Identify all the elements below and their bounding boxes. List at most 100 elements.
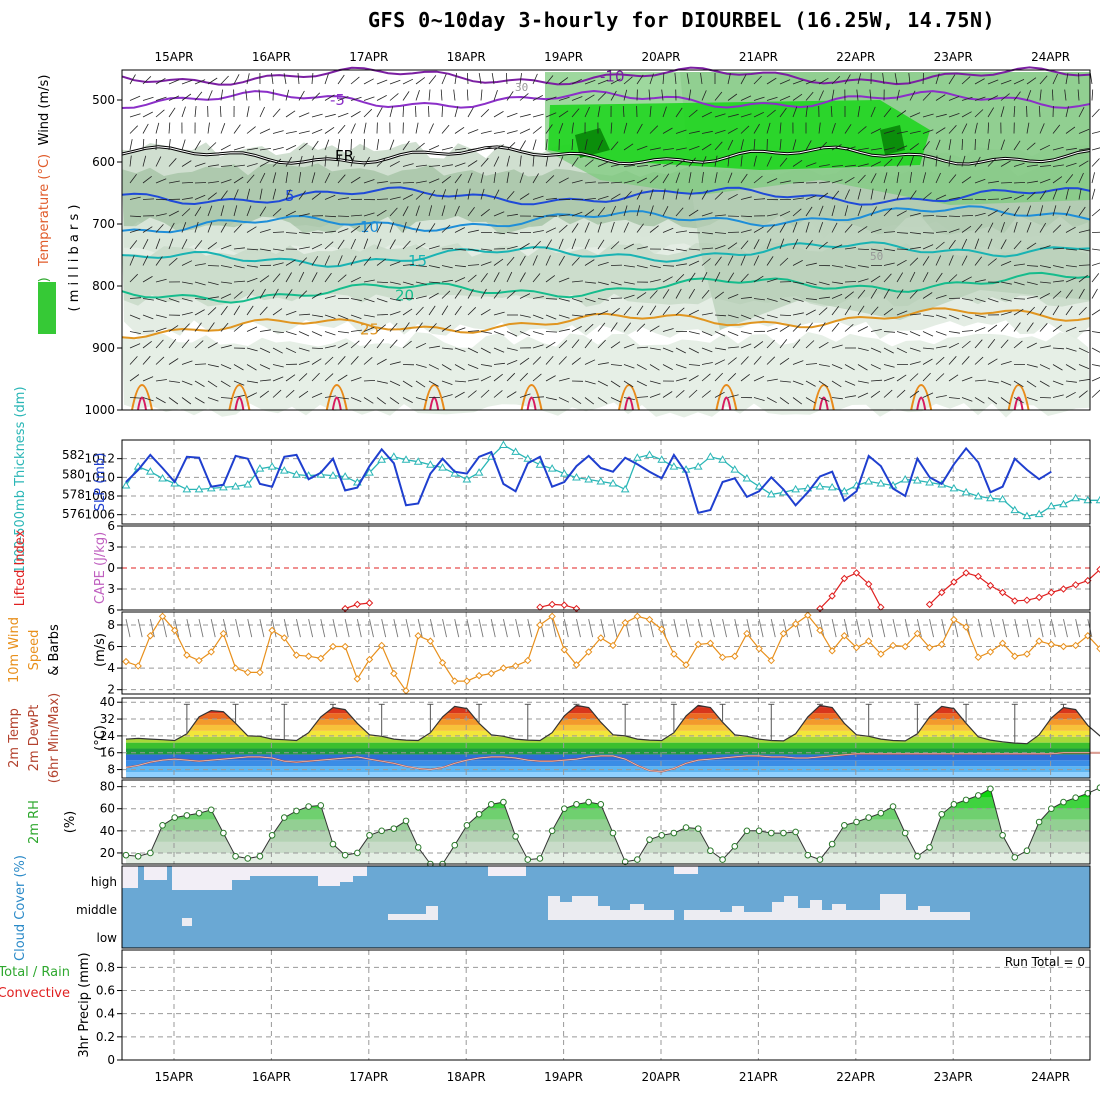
wind-barb [740,215,753,218]
data-point [973,491,983,500]
wind-barb [506,232,518,235]
wind-barb [220,244,232,250]
wind-barb [922,92,931,101]
wind-barb [1026,619,1032,638]
wind-barb [675,389,685,398]
wind-barb [766,122,771,134]
wind-barb [857,248,870,250]
wind-barb [454,173,462,184]
series-line [539,603,577,610]
wind-barb [428,145,440,151]
isotherm [121,146,1091,165]
wind-barb [740,113,752,118]
wind-barb [259,619,265,638]
data-point [219,629,228,638]
wind-barb [389,361,401,365]
data-point [986,648,995,656]
wind-barb [883,231,896,233]
wind-barb [1091,262,1100,266]
wind-barb [844,265,856,269]
wind-barb [181,139,186,151]
wind-barb [454,73,457,85]
wind-barb [883,288,890,299]
wind-barb [948,174,957,184]
wind-barb [233,176,244,184]
data-point [950,578,958,586]
wind-barb [766,397,777,404]
wind-barb [181,160,192,167]
wind-barb [376,298,388,303]
wind-barb [194,397,205,404]
wind-barb [491,73,495,85]
wind-barb [363,326,375,332]
wind-barb [766,224,775,233]
wind-barb [571,211,583,217]
wind-barb [648,89,651,101]
wind-barb [220,293,232,299]
wind-barb [1026,281,1038,285]
wind-barb [805,91,814,101]
data-point [742,474,752,482]
wind-barb [1075,619,1081,638]
wind-barb [350,397,362,402]
data-point [450,469,460,477]
wind-barb [584,298,596,303]
wind-barb [125,619,131,638]
isotherm [721,396,732,411]
wind-barb [818,164,830,167]
wind-barb [727,314,739,319]
data-point [463,677,471,685]
wind-barb [922,358,933,365]
wind-barb [856,89,859,101]
wind-barb [324,126,335,134]
wind-barb [974,256,983,266]
wind-barb [753,239,760,250]
wind-barb [623,364,635,369]
wind-barb [1000,160,1011,167]
wind-barb [235,619,241,638]
wind-barb [454,162,466,167]
wind-barb [389,322,398,332]
wind-barb [584,323,594,332]
wind-barb [246,289,255,299]
wind-barb [1091,108,1100,118]
data-point [474,468,484,476]
data-point [256,852,264,860]
wind-barb [1039,222,1047,233]
tick-label: 3 [107,582,115,596]
wind-barb [545,397,557,401]
wind-barb [892,619,898,638]
wind-barb [844,247,856,250]
wind-barb [753,255,760,266]
wind-barb [558,356,567,365]
data-point [402,817,410,825]
wind-barb [415,380,426,388]
wind-barb [1000,311,1012,316]
wind-barb [142,198,155,200]
wind-barb [532,230,544,233]
wind-barb [466,619,472,638]
wind-barb [714,155,718,167]
data-point [341,604,349,613]
wind-barb [298,271,305,283]
cloud-bar-high [674,866,698,874]
y-axis-label: 2m DewPt [27,705,42,772]
data-point [792,828,799,836]
wind-barb [320,619,326,638]
wind-barb [337,356,346,365]
data-point [657,625,666,633]
wind-barb [857,265,869,268]
wind-barb [916,619,922,638]
wind-barb [935,139,941,151]
data-point [828,647,836,655]
wind-barb [1091,172,1095,184]
tick-label: 1006 [84,508,115,522]
wind-barb [1039,165,1052,167]
wind-barb [376,281,389,283]
wind-barb [948,255,954,266]
data-point [414,844,422,851]
data-point [1035,593,1043,602]
wind-barb [129,139,133,151]
wind-barb [246,226,257,233]
